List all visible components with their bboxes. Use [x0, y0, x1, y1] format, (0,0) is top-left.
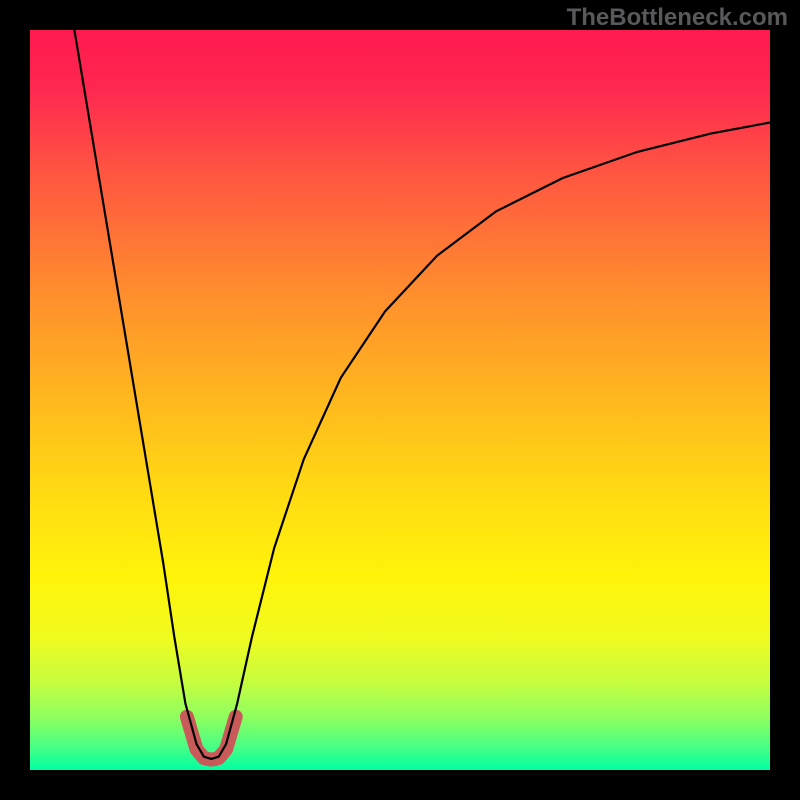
plot-curves [30, 30, 770, 770]
plot-area [30, 30, 770, 770]
main-curve [74, 30, 770, 759]
figure-root: TheBottleneck.com [0, 0, 800, 800]
watermark-text: TheBottleneck.com [567, 4, 788, 32]
